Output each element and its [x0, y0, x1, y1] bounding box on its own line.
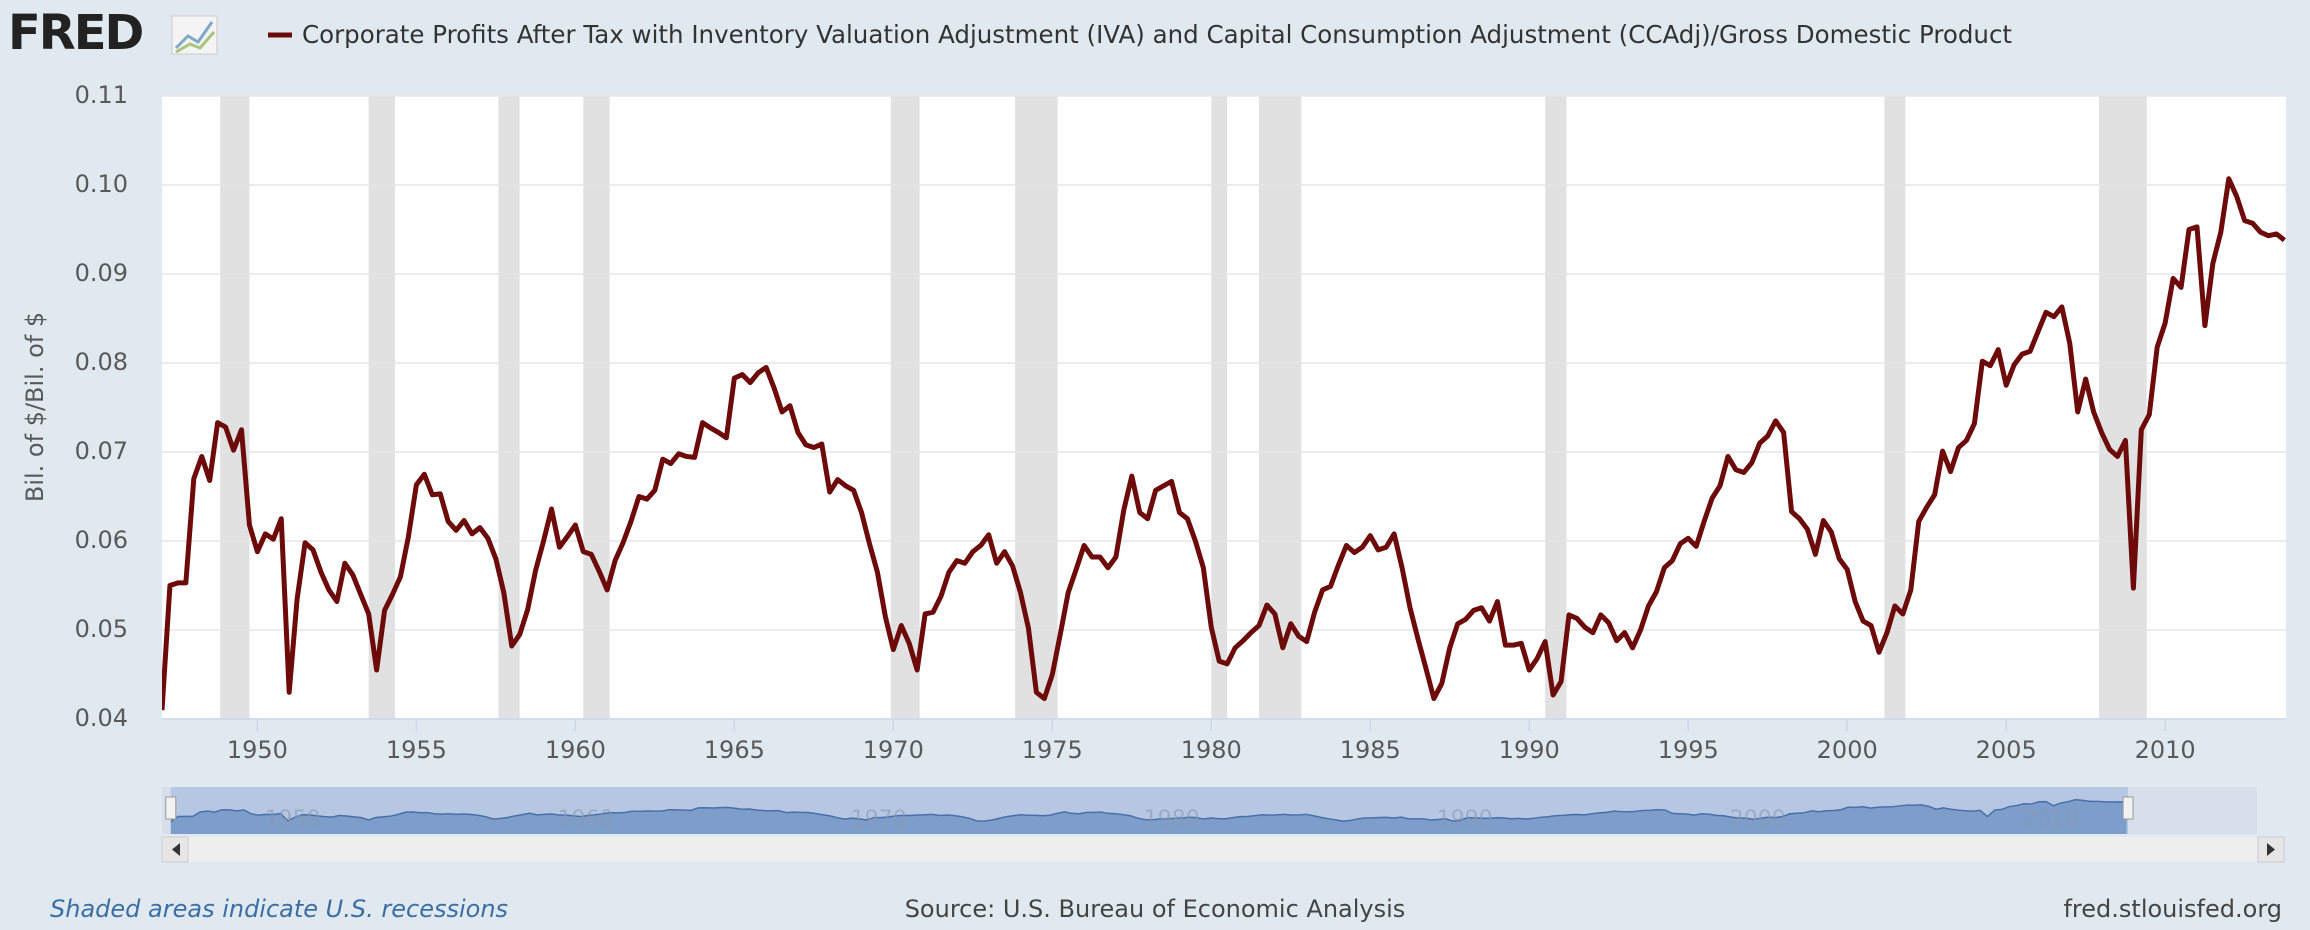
x-tick-label: 1985	[1340, 736, 1401, 764]
recession-band	[2099, 96, 2147, 719]
scroll-left-arrow	[172, 843, 180, 856]
x-tick-label: 1970	[863, 736, 924, 764]
recession-band	[220, 96, 250, 719]
x-tick-label: 1955	[386, 736, 447, 764]
y-tick-label: 0.04	[75, 704, 128, 732]
scroll-right-arrow	[2267, 843, 2275, 856]
navigator-tick-label: 1990	[1437, 807, 1493, 832]
recession-band	[890, 96, 920, 719]
logo-icon	[171, 15, 218, 55]
x-tick-label: 1980	[1181, 736, 1242, 764]
navigator-handle[interactable]	[2122, 796, 2134, 820]
legend-label: Corporate Profits After Tax with Invento…	[302, 20, 2012, 49]
navigator-tick-label: 1960	[558, 807, 614, 832]
x-tick-label: 1965	[704, 736, 765, 764]
y-tick-label: 0.11	[75, 81, 128, 109]
recession-band	[1015, 96, 1058, 719]
x-tick-label: 1960	[545, 736, 606, 764]
navigator-tick-label: 1980	[1144, 807, 1200, 832]
x-tick-label: 1995	[1658, 736, 1719, 764]
recession-band	[1884, 96, 1906, 719]
series-line	[162, 176, 2286, 711]
footer-source: Source: U.S. Bureau of Economic Analysis	[905, 895, 1406, 923]
y-tick-label: 0.08	[75, 348, 128, 376]
recession-band	[1258, 96, 1302, 719]
footer-url: fred.stlouisfed.org	[2063, 895, 2282, 923]
navigator-tick-label: 2010	[2023, 807, 2079, 832]
x-tick-label: 2010	[2135, 736, 2196, 764]
navigator-area	[170, 799, 2127, 834]
logo: FRED	[8, 5, 143, 61]
y-tick-label: 0.05	[75, 615, 128, 643]
recession-band	[1211, 96, 1228, 719]
x-tick-label: 2005	[1976, 736, 2037, 764]
navigator-tick-label: 1970	[851, 807, 907, 832]
recessions	[220, 96, 2147, 719]
y-axis-label: Bil. of $/Bil. of $	[21, 312, 49, 502]
recession-band	[583, 96, 610, 719]
y-tick-label: 0.09	[75, 259, 128, 287]
recession-band	[1545, 96, 1567, 719]
scrollbar-track[interactable]	[162, 837, 2257, 862]
navigator-line	[170, 798, 2127, 823]
footer-note: Shaded areas indicate U.S. recessions	[50, 895, 508, 923]
x-tick-label: 1990	[1499, 736, 1560, 764]
x-tick-label: 2000	[1817, 736, 1878, 764]
navigator-tick-label: 1950	[265, 807, 321, 832]
recession-band	[498, 96, 520, 719]
navigator-tick-label: 2000	[1730, 807, 1786, 832]
y-tick-label: 0.10	[75, 170, 128, 198]
x-tick-label: 1975	[1022, 736, 1083, 764]
navigator-handle[interactable]	[165, 796, 177, 820]
y-tick-label: 0.07	[75, 437, 128, 465]
x-tick-label: 1950	[227, 736, 288, 764]
y-tick-label: 0.06	[75, 526, 128, 554]
